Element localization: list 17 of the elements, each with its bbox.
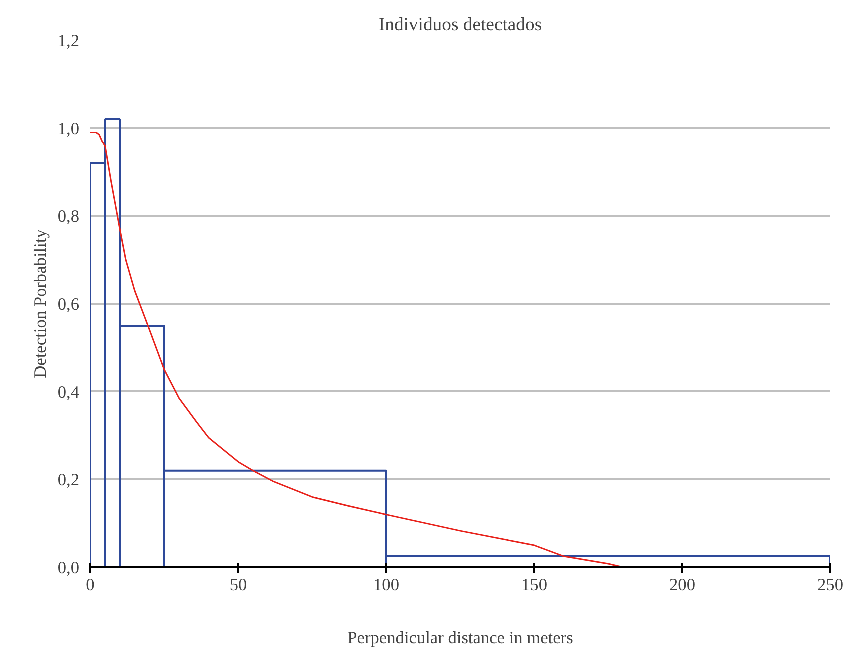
y-axis-title: Detection Porbability bbox=[30, 229, 50, 378]
x-tick-label: 200 bbox=[670, 576, 696, 594]
y-tick-label: 1,0 bbox=[58, 119, 80, 138]
y-tick-label: 0,8 bbox=[58, 207, 80, 226]
x-tick-label: 50 bbox=[230, 576, 248, 594]
y-tick-label: 0,6 bbox=[58, 295, 80, 314]
y-tick-label: 1,2 bbox=[58, 32, 80, 50]
x-axis-title: Perpendicular distance in meters bbox=[348, 628, 574, 648]
x-tick-label: 150 bbox=[522, 576, 548, 594]
line-series bbox=[90, 132, 624, 568]
chart-title: Individuos detectados bbox=[378, 14, 542, 36]
x-tick-label: 100 bbox=[374, 576, 400, 594]
y-tick-label: 0,0 bbox=[58, 558, 80, 578]
y-tick-label: 0,2 bbox=[58, 470, 80, 490]
x-tick-label: 0 bbox=[86, 576, 95, 594]
y-tick-label: 0,4 bbox=[58, 382, 80, 402]
x-tick-label: 250 bbox=[818, 576, 844, 594]
